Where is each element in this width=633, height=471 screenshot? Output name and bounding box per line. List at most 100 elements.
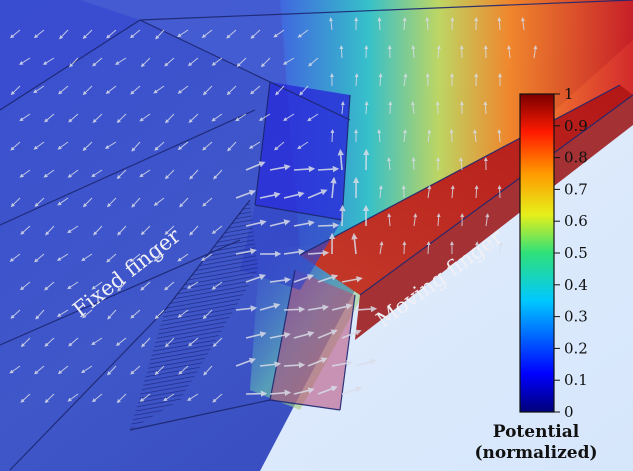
field-arrow [153,197,165,206]
field-arrow [82,141,93,151]
moving-finger-side [355,95,633,340]
field-arrow [283,306,306,313]
field-arrow [56,253,69,261]
field-arrow [140,281,151,291]
field-arrow [235,305,258,312]
field-arrow [34,253,45,263]
field-arrow [235,248,257,255]
field-arrow [117,281,127,292]
field-arrow [211,225,223,235]
field-arrow [351,232,358,255]
field-arrow [497,129,502,143]
field-arrow [212,337,223,347]
field-arrow [93,225,103,236]
field-arrow [377,17,382,31]
field-arrow [154,141,165,151]
field-arrow [250,85,261,95]
field-arrow [245,161,266,171]
field-arrow [10,85,21,96]
field-arrow [56,309,69,317]
field-arrow [68,113,79,123]
hatched-electrode [130,200,258,430]
field-arrow [201,253,213,261]
field-arrow [91,169,103,178]
field-arrow [189,169,199,180]
field-arrow [427,129,432,143]
colorbar-tick-label: 0.2 [564,339,588,357]
field-arrow [259,302,281,311]
field-arrow [235,357,256,367]
field-arrow [485,213,490,227]
field-arrow [259,361,282,368]
field-arrow [33,85,45,94]
field-arrow [201,29,213,39]
field-arrow [283,361,306,369]
field-arrow [269,164,291,171]
field-arrow [387,157,392,171]
field-arrow [129,29,141,39]
colorbar-tick-label: 0.8 [564,149,588,167]
field-arrow [9,29,21,39]
field-arrow [164,169,175,180]
field-arrow [91,393,103,403]
field-arrow [67,281,79,290]
field-arrow [378,185,383,199]
field-arrow [177,309,189,318]
field-arrow [331,303,353,311]
field-arrow [245,274,267,283]
field-arrow [260,57,271,68]
field-arrow [364,101,369,115]
field-arrow [330,129,335,143]
colorbar-tick-label: 0.1 [564,371,588,389]
field-arrow [425,17,430,31]
field-arrow [307,249,330,257]
field-arrow [165,113,175,124]
field-arrow [187,393,199,401]
field-arrow [236,57,247,67]
field-arrow [68,337,79,347]
field-arrow [212,393,223,403]
field-arrow [19,281,31,291]
field-arrow [140,225,151,236]
field-arrow [520,17,525,31]
field-arrow [178,365,189,375]
field-arrow [274,141,285,151]
field-arrow [44,281,55,291]
field-arrow [164,337,175,348]
field-arrow [307,304,329,311]
field-arrow [154,309,165,320]
field-arrow [483,101,488,115]
field-arrow [379,241,384,255]
colorbar-tick-label: 0 [564,403,574,421]
colorbar-title: Potential [493,422,580,442]
upper-slab [0,0,140,110]
colorbar-subtitle: (normalized) [474,443,597,463]
field-arrow [116,113,127,124]
field-arrow [331,360,353,367]
field-arrow [317,329,338,339]
field-arrow [436,213,441,227]
field-arrow [105,85,117,95]
field-arrow [106,197,117,208]
field-arrow [58,85,69,95]
field-arrow [189,225,199,236]
field-arrow [44,337,55,347]
field-arrow [211,281,223,290]
colorbar: 00.10.20.30.40.50.60.70.80.91 Potential … [474,85,597,463]
field-arrow [377,129,382,143]
field-arrow [35,309,45,320]
field-arrow [45,225,55,236]
field-arrow [411,157,416,171]
field-arrow [67,393,79,402]
field-arrow [498,241,503,255]
field-arrow [269,331,291,339]
field-arrow [130,309,141,319]
field-arrow [43,169,55,178]
field-arrow [92,113,103,123]
field-arrow [211,57,223,66]
field-arrow [402,129,407,143]
field-arrow [130,365,141,375]
field-arrow [82,29,93,39]
field-arrow [179,197,189,208]
field-arrow [10,141,21,151]
